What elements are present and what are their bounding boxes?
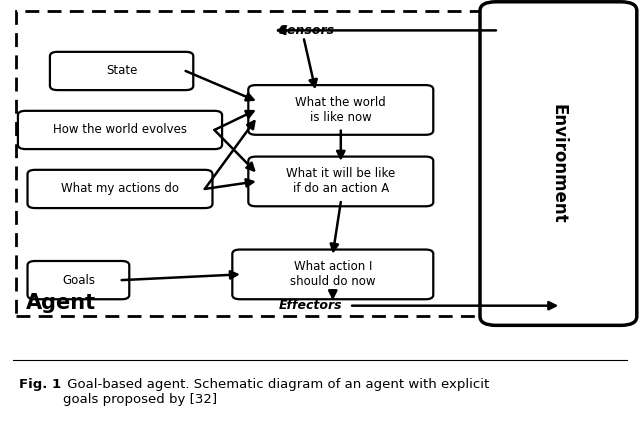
Text: What the world
is like now: What the world is like now	[296, 96, 386, 124]
FancyBboxPatch shape	[28, 261, 129, 299]
Text: Goal-based agent. Schematic diagram of an agent with explicit
goals proposed by : Goal-based agent. Schematic diagram of a…	[63, 378, 489, 406]
Text: Goals: Goals	[62, 274, 95, 286]
Text: Environment: Environment	[549, 104, 568, 223]
Text: Effectors: Effectors	[278, 299, 342, 312]
FancyBboxPatch shape	[232, 249, 433, 299]
Text: Sensors: Sensors	[278, 24, 335, 37]
Text: Fig. 1: Fig. 1	[19, 378, 61, 391]
FancyBboxPatch shape	[248, 157, 433, 206]
FancyBboxPatch shape	[480, 2, 637, 325]
FancyBboxPatch shape	[28, 170, 212, 208]
Text: What my actions do: What my actions do	[61, 182, 179, 195]
Text: Agent: Agent	[26, 293, 96, 313]
FancyBboxPatch shape	[50, 52, 193, 90]
FancyBboxPatch shape	[18, 111, 222, 149]
Text: How the world evolves: How the world evolves	[53, 123, 187, 136]
Text: State: State	[106, 65, 138, 78]
Text: What action I
should do now: What action I should do now	[290, 260, 376, 288]
FancyBboxPatch shape	[248, 85, 433, 135]
Text: What it will be like
if do an action A: What it will be like if do an action A	[286, 167, 396, 195]
